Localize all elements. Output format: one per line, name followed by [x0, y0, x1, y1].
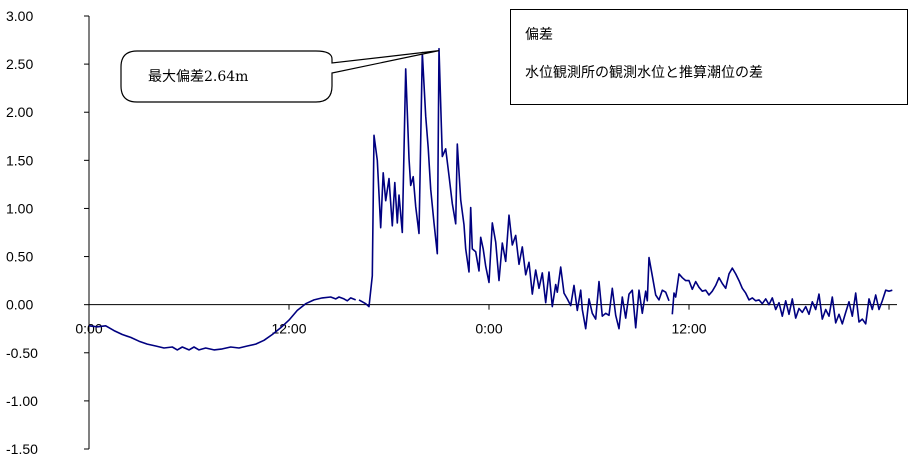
callout-bubble: [120, 50, 440, 103]
series-line-segment: [671, 267, 893, 325]
x-axis: 0:00 12:00 0:00 12:00: [75, 304, 897, 337]
legend-description: 水位観測所の観測水位と推算潮位の差: [525, 65, 763, 81]
legend-box: 偏差 水位観測所の観測水位と推算潮位の差: [510, 9, 908, 105]
y-axis: 3.00 2.50 2.00 1.50 1.00 0.50 0.00 -0.50 -1.00 -1…: [6, 8, 90, 457]
y-tick-label: 2.50: [6, 56, 33, 72]
legend-title: 偏差: [525, 27, 553, 43]
x-tick-label: 12:00: [671, 321, 706, 337]
callout: [120, 50, 440, 103]
y-tick-label: -1.00: [6, 393, 38, 409]
y-tick-label: 0.00: [6, 297, 33, 313]
y-tick-label: 3.00: [6, 8, 33, 24]
y-tick-label: 0.50: [6, 249, 33, 265]
callout-label: 最大偏差2.64m: [148, 69, 249, 85]
y-tick-label: 2.00: [6, 104, 33, 120]
y-tick-label: -0.50: [6, 345, 38, 361]
series-lines: [88, 47, 893, 351]
x-tick-label: 0:00: [75, 321, 102, 337]
y-tick-label: -1.50: [6, 441, 38, 457]
x-tick-label: 0:00: [475, 321, 502, 337]
series-line-segment: [358, 47, 670, 330]
y-tick-label: 1.00: [6, 200, 33, 216]
y-tick-label: 1.50: [6, 152, 33, 168]
series-line-segment: [88, 296, 356, 351]
x-tick-label: 12:00: [271, 321, 306, 337]
